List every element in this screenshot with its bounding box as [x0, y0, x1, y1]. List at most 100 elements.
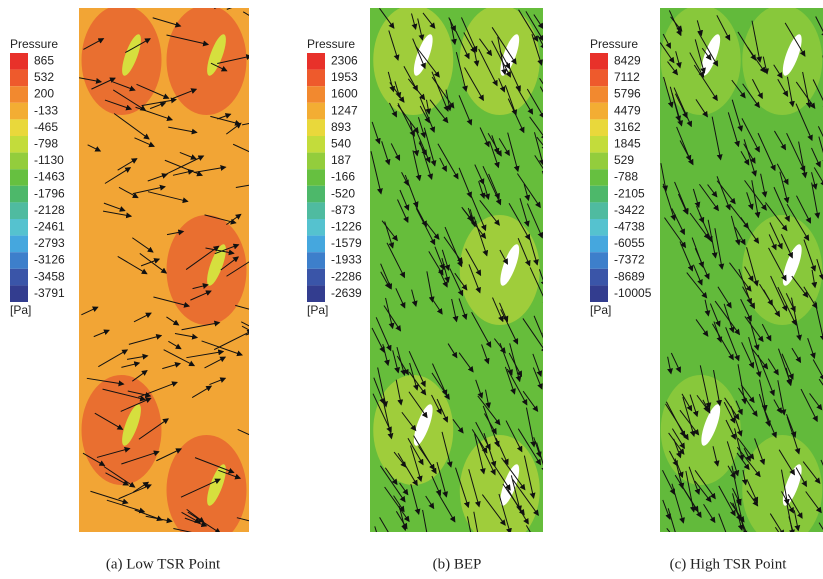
velocity-vector	[786, 203, 810, 242]
velocity-vector	[768, 247, 787, 282]
velocity-vector	[468, 469, 481, 508]
legend-swatch	[590, 219, 608, 236]
velocity-vector	[716, 176, 731, 211]
velocity-vector	[757, 354, 775, 397]
velocity-vector	[751, 20, 763, 63]
legend-unit: [Pa]	[307, 303, 328, 317]
velocity-vector	[702, 399, 711, 414]
velocity-vector	[778, 449, 795, 476]
velocity-vector	[724, 397, 740, 421]
velocity-vector	[468, 264, 481, 294]
velocity-vector	[384, 221, 395, 249]
velocity-vector	[127, 390, 152, 398]
velocity-vector	[90, 490, 129, 505]
velocity-vector	[393, 495, 405, 513]
velocity-vector	[495, 437, 509, 466]
velocity-vector	[725, 419, 736, 440]
velocity-vector	[383, 305, 402, 332]
velocity-vector	[681, 393, 693, 412]
velocity-vector	[192, 283, 209, 290]
velocity-vector	[445, 89, 453, 112]
velocity-vector	[695, 319, 709, 337]
velocity-vector	[493, 338, 506, 354]
velocity-vector	[773, 64, 783, 79]
velocity-vector	[126, 353, 149, 360]
legend-label: -7372	[614, 253, 645, 267]
velocity-vector	[149, 101, 167, 110]
velocity-vector	[519, 198, 530, 228]
velocity-vector	[210, 62, 228, 72]
legend-label: -1130	[34, 153, 64, 167]
velocity-vector	[466, 516, 472, 532]
velocity-vector	[751, 78, 763, 100]
blade	[782, 244, 802, 286]
velocity-vector	[713, 370, 722, 407]
velocity-vector	[474, 164, 485, 185]
legend-label: 532	[34, 70, 54, 84]
velocity-vector	[156, 448, 182, 462]
caption: (a) Low TSR Point	[106, 556, 221, 572]
velocity-vector	[419, 141, 434, 180]
velocity-vector	[786, 414, 797, 438]
velocity-vector	[444, 226, 463, 268]
velocity-vector	[112, 89, 147, 111]
velocity-vector	[179, 151, 197, 160]
legend-swatch	[10, 152, 28, 170]
velocity-vector	[401, 172, 409, 187]
velocity-vector	[662, 33, 671, 49]
legend-swatch	[590, 69, 608, 87]
velocity-vector	[526, 88, 543, 119]
velocity-vector	[458, 95, 473, 126]
velocity-vector	[174, 333, 199, 340]
velocity-vector	[112, 81, 136, 92]
velocity-vector	[509, 343, 522, 383]
velocity-vector	[384, 486, 410, 523]
velocity-vector	[499, 50, 511, 70]
velocity-vector	[205, 247, 235, 256]
velocity-vector	[181, 320, 221, 331]
velocity-vector	[140, 258, 161, 267]
velocity-vector	[455, 51, 468, 93]
velocity-vector	[760, 173, 768, 198]
legend-label: 1247	[331, 103, 358, 117]
velocity-vector	[668, 10, 682, 37]
velocity-vector	[396, 355, 409, 376]
velocity-vector	[498, 78, 506, 93]
velocity-vector	[168, 126, 198, 135]
velocity-vector	[716, 180, 736, 205]
velocity-vector	[741, 342, 755, 369]
velocity-vector	[786, 504, 795, 532]
legend-label: -2128	[34, 203, 65, 217]
velocity-vector	[375, 317, 392, 352]
legend-unit: [Pa]	[590, 303, 611, 317]
velocity-vector	[667, 61, 679, 76]
velocity-vector	[793, 510, 801, 532]
velocity-vector	[682, 396, 696, 437]
legend-swatch	[590, 152, 608, 170]
velocity-vector	[529, 267, 543, 307]
blade	[413, 34, 433, 76]
legend-swatch	[307, 152, 325, 170]
velocity-vector	[734, 227, 746, 246]
velocity-vector	[439, 157, 447, 172]
velocity-vector	[704, 299, 711, 317]
velocity-vector	[533, 437, 542, 458]
velocity-vector	[740, 384, 755, 404]
velocity-vector	[133, 481, 150, 493]
velocity-vector	[689, 52, 705, 78]
velocity-vector	[769, 222, 783, 250]
velocity-vector	[419, 105, 430, 124]
velocity-vector	[748, 337, 762, 378]
legend-label: 8429	[614, 53, 641, 67]
legend-swatch	[307, 119, 325, 136]
legend-label: -1226	[331, 219, 362, 233]
legend-label: -10005	[614, 286, 652, 300]
velocity-vector	[422, 509, 428, 532]
velocity-vector	[504, 84, 518, 116]
velocity-vector	[479, 38, 493, 57]
velocity-vector	[98, 349, 129, 368]
velocity-vector	[386, 242, 405, 279]
velocity-vector	[407, 438, 424, 466]
velocity-vector	[185, 245, 220, 270]
blade	[122, 34, 141, 76]
